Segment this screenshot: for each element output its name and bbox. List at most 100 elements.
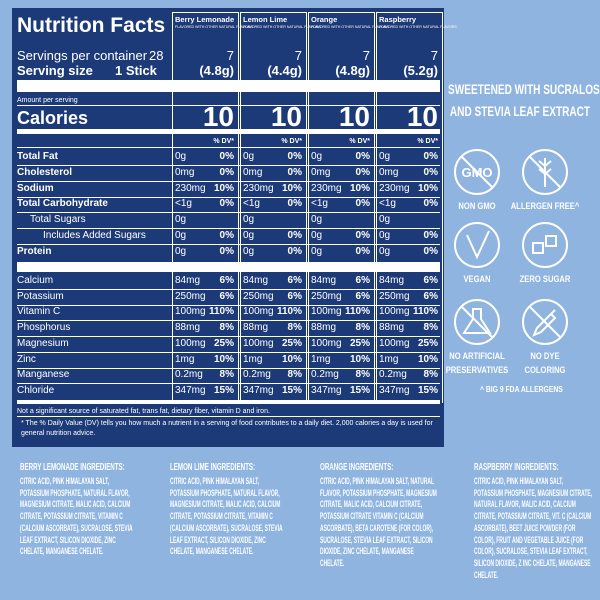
claims-note: ^ BIG 9 FDA ALLERGENS [480, 384, 563, 394]
icon-shape [529, 156, 561, 188]
amount: 0g [311, 151, 323, 162]
daily-value: 0% [355, 198, 370, 210]
daily-value: 0% [287, 245, 302, 257]
daily-value: 8% [355, 322, 370, 334]
badge-label: ALLERGEN FREE^ [510, 201, 580, 212]
nutrient-label: Calcium [17, 275, 54, 286]
amount: 88mg [175, 322, 201, 334]
icon-shape [529, 306, 561, 338]
ingredient-title: ORANGE INGREDIENTS: [320, 462, 394, 473]
rule [17, 304, 440, 306]
flavor-name: Berry Lemonade [175, 15, 235, 24]
column-box [376, 12, 443, 403]
daily-value: 8% [423, 369, 438, 381]
daily-value: 6% [219, 275, 234, 286]
rule [17, 129, 440, 134]
ingredient-title: LEMON LIME INGREDIENTS: [170, 462, 256, 473]
calories: 10 [406, 101, 438, 132]
calories: 10 [338, 101, 370, 132]
amount: 0g [175, 245, 187, 257]
amount: 250mg [175, 290, 206, 302]
servings: 7 [226, 48, 234, 63]
amount: 1mg [379, 353, 399, 365]
amount: 0.2mg [311, 369, 339, 381]
daily-value: 15% [349, 384, 370, 396]
amount: 100mg [175, 337, 206, 349]
daily-value: 25% [349, 337, 370, 349]
rule [17, 336, 440, 338]
ingredient-text: CITRIC ACID, PINK HIMALAYAN SALT, POTASS… [20, 476, 133, 558]
column-box [240, 12, 307, 403]
amount: 0g [243, 245, 255, 257]
daily-value: 10% [281, 182, 302, 194]
daily-value: 25% [281, 337, 302, 349]
amount: <1g [379, 198, 396, 210]
amount: 0g [243, 214, 255, 226]
badge-label: NO DYE COLORING [524, 351, 566, 376]
icon-shape [454, 299, 500, 345]
servings: 7 [362, 48, 370, 63]
amount: 0.2mg [175, 369, 203, 381]
daily-value: 0% [355, 151, 370, 162]
column-box [172, 12, 239, 403]
nutrient-label: Cholesterol [17, 166, 73, 178]
calories: 10 [270, 101, 302, 132]
daily-value: 0% [287, 198, 302, 210]
nutrient-label: Sodium [17, 182, 54, 194]
amount: 347mg [311, 384, 342, 396]
nutrient-label: Protein [17, 245, 52, 257]
claims-title: AND STEVIA LEAF EXTRACT [449, 103, 591, 119]
rule [17, 212, 440, 214]
amount: 250mg [379, 290, 410, 302]
daily-value: 10% [281, 353, 302, 365]
amount: 88mg [379, 322, 405, 334]
flavor-note: FLAVORED WITH OTHER NATURAL FLAVORS [311, 25, 389, 29]
amount: 1mg [243, 353, 263, 365]
nutrient-label: Includes Added Sugars [43, 230, 146, 241]
daily-value: 8% [423, 322, 438, 334]
panel-title: Nutrition Facts [17, 14, 166, 37]
icon-shape [522, 222, 568, 268]
amount: 100mg [379, 337, 410, 349]
amount: 0mg [379, 166, 399, 178]
flavor-note: FLAVORED WITH OTHER NATURAL FLAVORS [175, 25, 253, 29]
serving-size-label: Serving size [17, 63, 93, 78]
amount: 0mg [311, 166, 331, 178]
icon-shape [545, 235, 557, 247]
daily-value: 15% [417, 384, 438, 396]
icon-shape [532, 309, 557, 337]
amount: 230mg [243, 182, 274, 194]
daily-value: 10% [213, 182, 234, 194]
amount: 0.2mg [243, 369, 271, 381]
rule [17, 228, 440, 230]
serving-size: (4.8g) [335, 63, 370, 78]
daily-value: 6% [355, 275, 370, 286]
daily-value: 6% [423, 275, 438, 286]
daily-value: 25% [213, 337, 234, 349]
amount: 100mg [311, 337, 342, 349]
serving-size: (4.4g) [267, 63, 302, 78]
calories-label: Calories [17, 108, 89, 128]
amount: 100mg [243, 306, 274, 318]
rule [17, 383, 440, 385]
daily-value: 0% [423, 245, 438, 257]
calories: 10 [202, 101, 234, 132]
amount: 230mg [379, 182, 410, 194]
flavor-note: FLAVORED WITH OTHER NATURAL FLAVORS [243, 25, 321, 29]
amount: 88mg [243, 322, 269, 334]
serving-size: (4.8g) [199, 63, 234, 78]
amount: 0g [379, 151, 391, 162]
dv-header: % DV* [417, 138, 438, 145]
icon-shape [461, 306, 493, 338]
daily-value: 0% [219, 198, 234, 210]
flavor-name: Raspberry [379, 15, 417, 24]
dv-header: % DV* [281, 138, 302, 145]
nutrient-label: Phosphorus [17, 322, 71, 334]
daily-value: 0% [423, 151, 438, 162]
icon-shape [522, 299, 568, 345]
amount: 250mg [243, 290, 274, 302]
nutrient-label: Zinc [17, 353, 36, 365]
footnote: * The % Daily Value (DV) tells you how m… [21, 420, 433, 437]
icon-shape [454, 149, 500, 195]
amount: 84mg [175, 275, 201, 286]
